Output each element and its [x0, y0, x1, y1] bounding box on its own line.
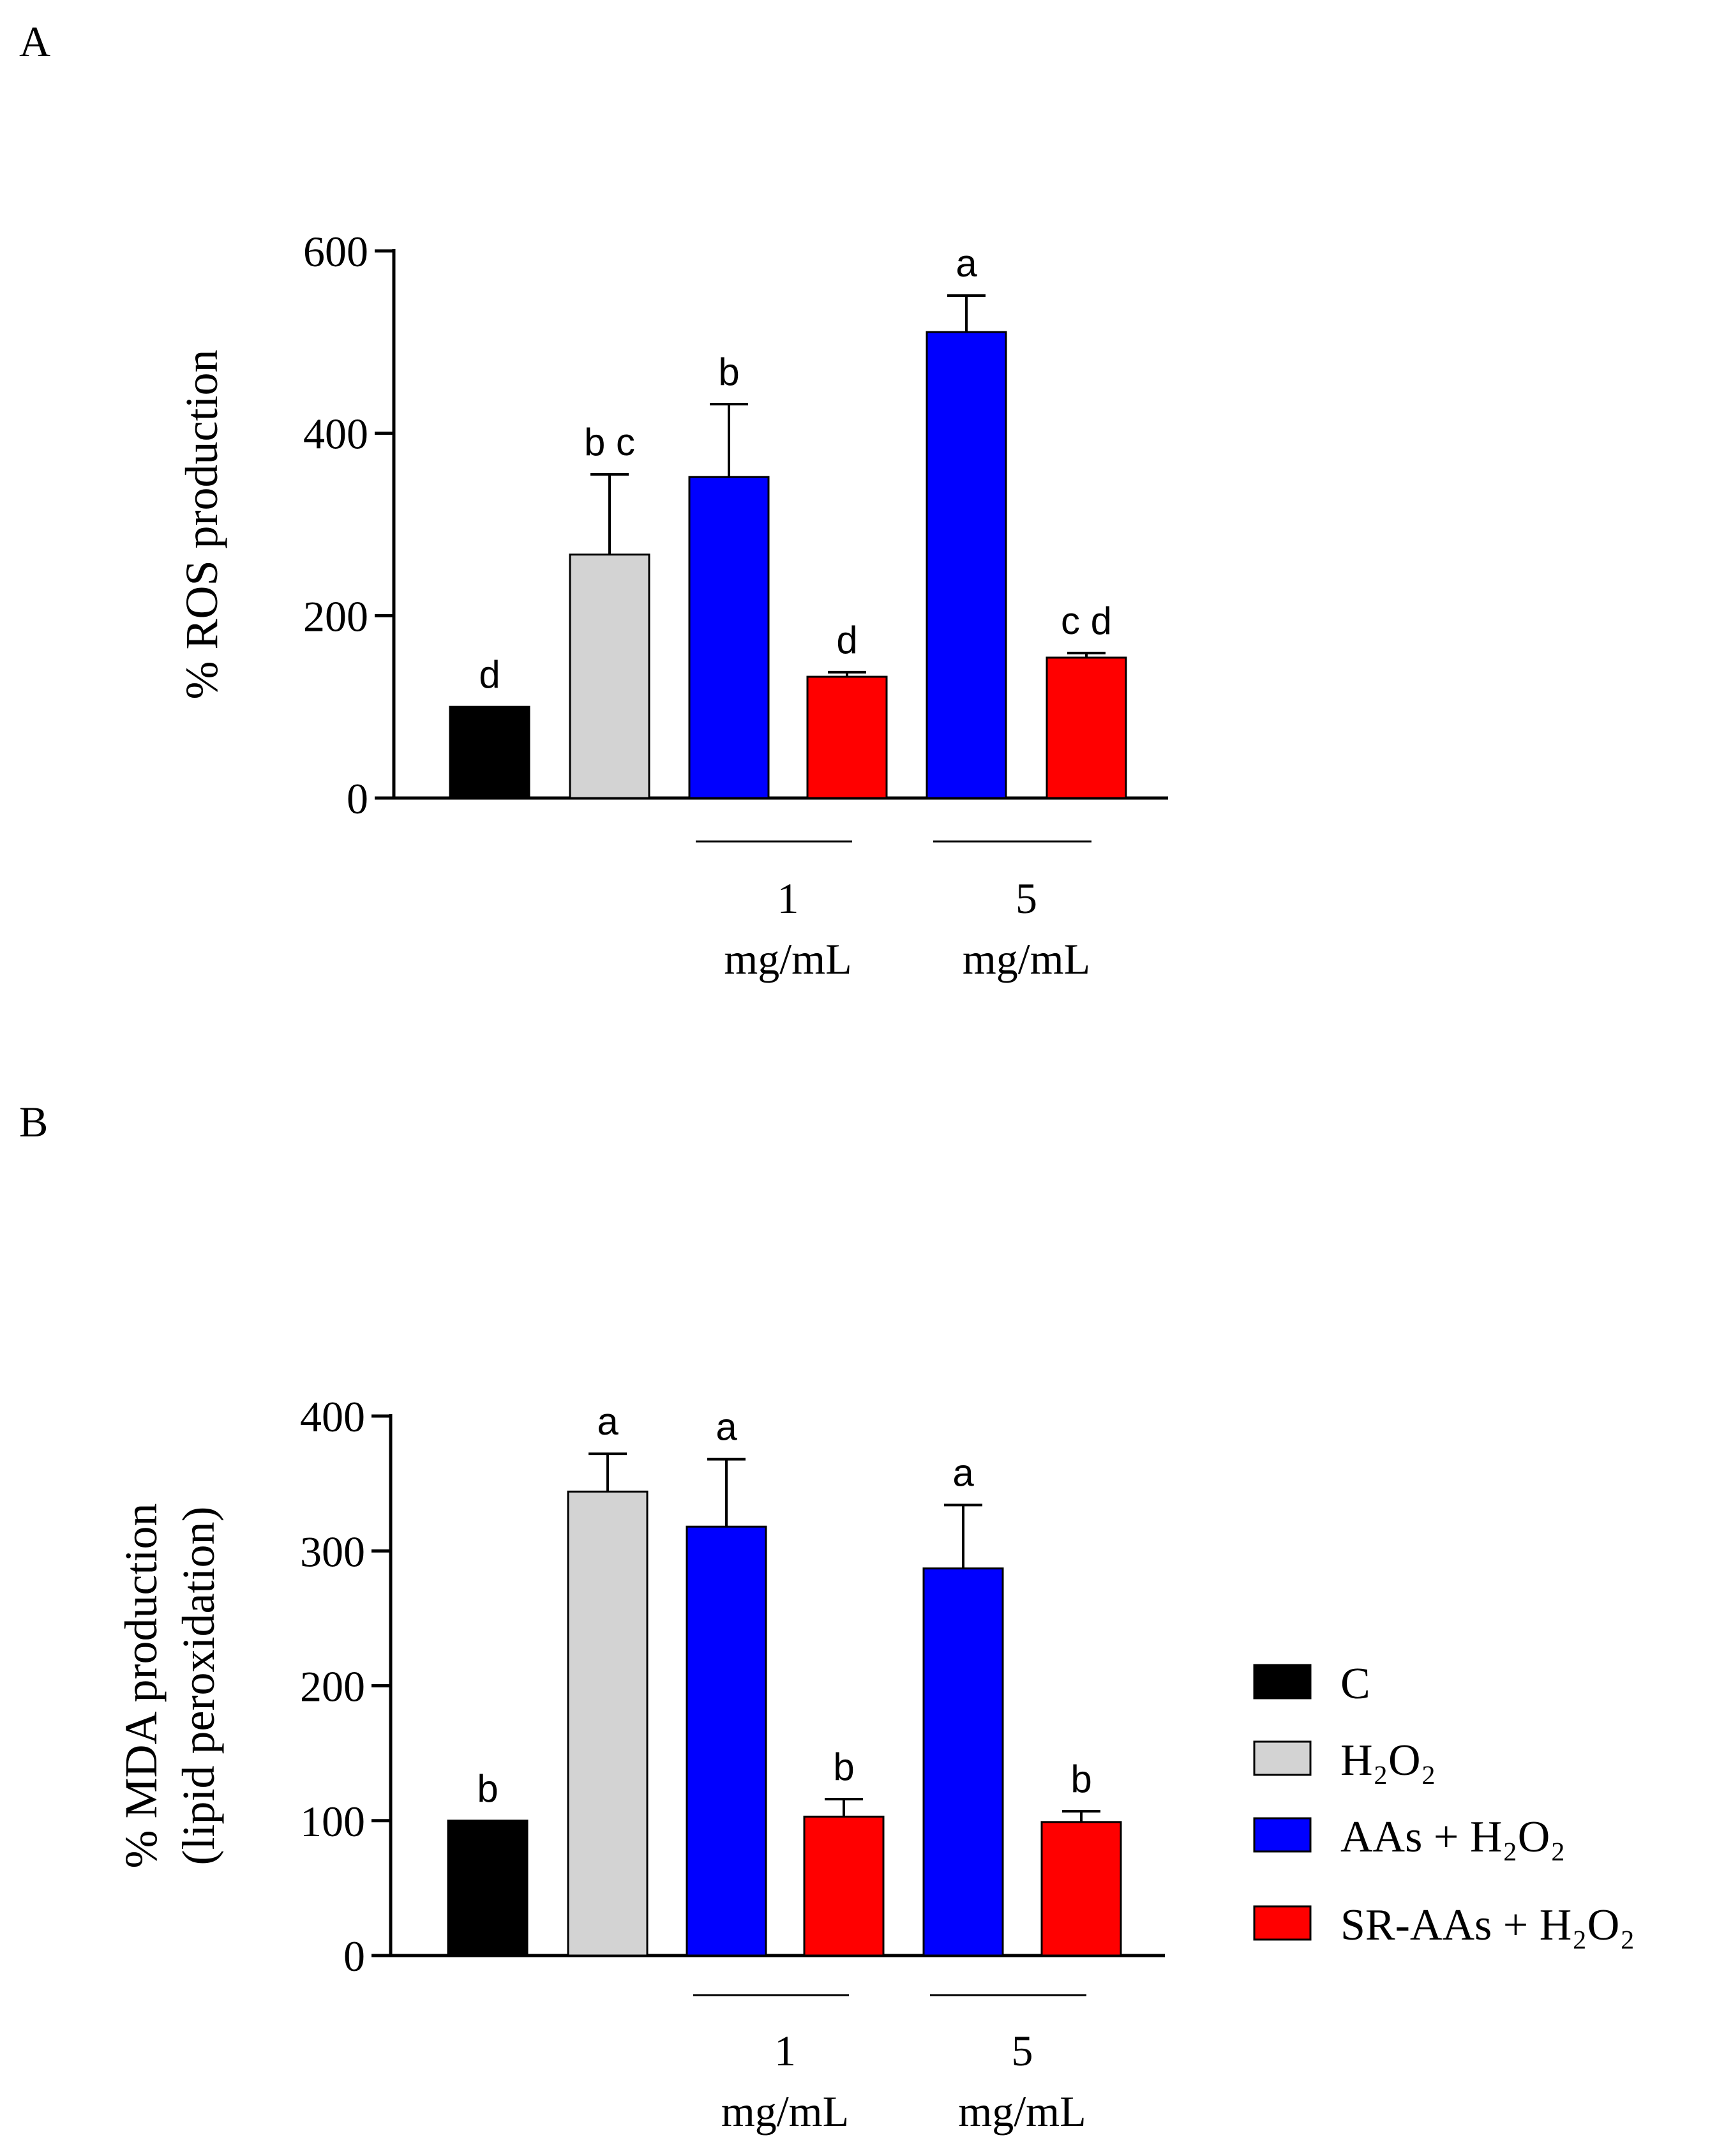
significance-letter: b [1070, 1758, 1091, 1800]
bar [806, 675, 888, 799]
y-tick-label: 200 [300, 1662, 365, 1711]
group-concentration-unit: mg/mL [958, 2087, 1086, 2136]
bar [569, 554, 650, 799]
y-tick-label: 0 [347, 774, 368, 823]
y-tick-label: 0 [343, 1932, 365, 1980]
legend-label: C [1340, 1659, 1370, 1708]
bar [1046, 656, 1127, 799]
y-axis-label-line2: (lipid peroxidation) [173, 1507, 224, 1866]
significance-letter: a [952, 1451, 974, 1494]
significance-letter: b [718, 351, 739, 393]
legend: C H₂O₂ AAs + H₂O₂ SR-AAs + H₂O₂ [1253, 1659, 1635, 1950]
group-concentration-unit: mg/mL [724, 935, 851, 983]
y-axis-label: % ROS production [176, 350, 227, 700]
bar [449, 705, 530, 799]
panel-letter: A [19, 17, 50, 66]
y-tick-label: 400 [303, 410, 368, 458]
significance-letter: c d [1061, 599, 1112, 642]
legend-label: H₂O₂ [1340, 1736, 1436, 1785]
bar [926, 331, 1007, 799]
group-concentration-unit: mg/mL [721, 2087, 849, 2136]
bar [1040, 1821, 1122, 1957]
y-tick-label: 400 [300, 1392, 365, 1441]
bar [803, 1815, 885, 1957]
y-tick-label: 200 [303, 592, 368, 640]
group-concentration-value: 1 [777, 874, 799, 923]
y-tick-label: 600 [303, 227, 368, 276]
bar [447, 1820, 529, 1957]
legend-swatch [1253, 1817, 1312, 1853]
group-concentration-unit: mg/mL [963, 935, 1090, 983]
significance-letter: d [836, 619, 857, 661]
significance-letter: d [479, 653, 500, 696]
panel-b: B 0 100 200 300 400 % MDA production (lipid per… [19, 1097, 1165, 2136]
significance-letter: b [833, 1745, 854, 1788]
group-concentration-value: 5 [1016, 874, 1037, 923]
legend-swatch [1253, 1905, 1312, 1941]
significance-letter: b [477, 1767, 498, 1810]
bar [686, 1525, 767, 1957]
bar [922, 1567, 1004, 1957]
y-tick-label: 100 [300, 1797, 365, 1846]
significance-letter: a [956, 242, 977, 285]
bar [567, 1490, 649, 1957]
significance-letter: a [716, 1406, 737, 1449]
panel-letter: B [19, 1097, 48, 1146]
significance-letter: b c [584, 421, 635, 464]
legend-label: SR-AAs + H₂O₂ [1340, 1901, 1635, 1950]
panel-a: A 0 200 400 600 % ROS production d b c b d a c d 1 mg… [19, 17, 1168, 983]
y-tick-label: 300 [300, 1527, 365, 1576]
significance-letter: a [597, 1400, 619, 1443]
legend-swatch [1253, 1664, 1312, 1700]
y-axis-label-line1: % MDA production [116, 1504, 167, 1869]
legend-label: AAs + H₂O₂ [1340, 1813, 1566, 1862]
group-concentration-value: 5 [1012, 2026, 1033, 2075]
legend-swatch [1253, 1740, 1312, 1776]
bar [688, 476, 770, 799]
group-concentration-value: 1 [774, 2026, 796, 2075]
